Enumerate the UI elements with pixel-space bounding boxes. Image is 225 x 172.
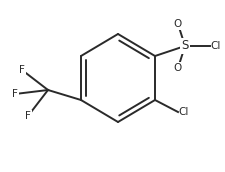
Text: Cl: Cl <box>177 107 188 117</box>
Text: F: F <box>12 89 18 99</box>
Text: Cl: Cl <box>209 41 219 51</box>
Text: S: S <box>180 40 188 52</box>
Text: F: F <box>25 111 31 121</box>
Text: F: F <box>19 65 25 75</box>
Text: O: O <box>173 19 181 29</box>
Text: O: O <box>173 63 181 73</box>
